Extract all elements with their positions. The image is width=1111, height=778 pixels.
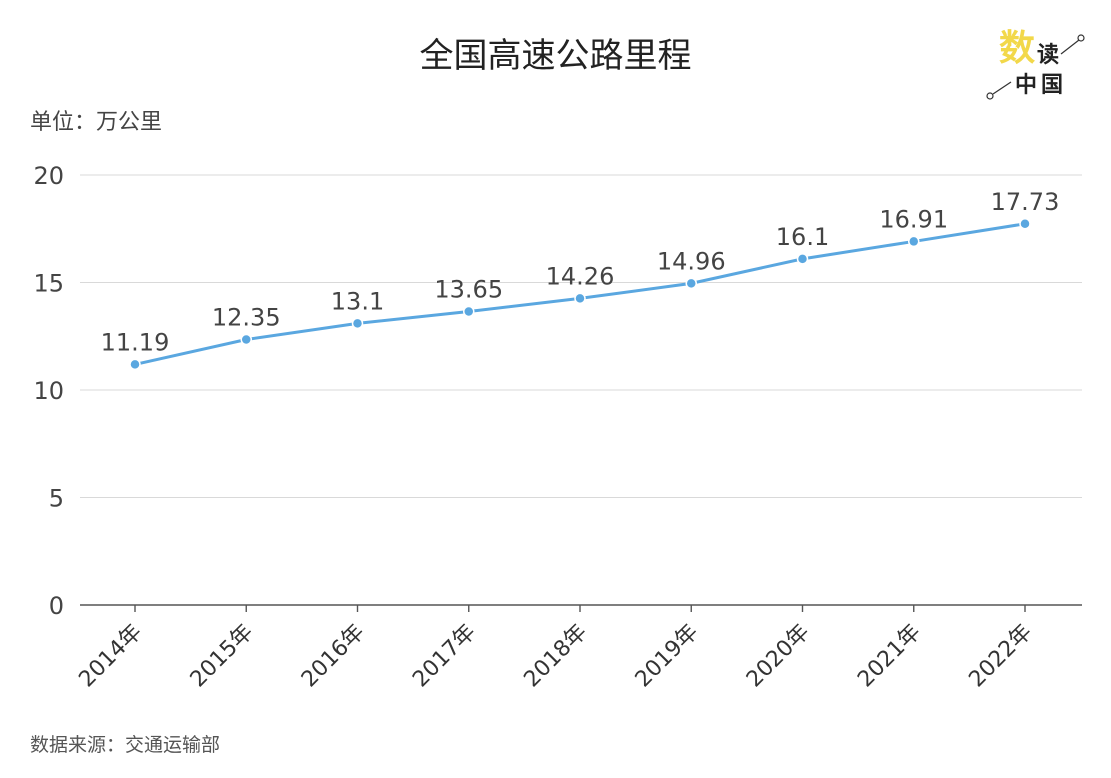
svg-text:中国: 中国 (1015, 72, 1067, 98)
data-point (1019, 218, 1031, 230)
data-point (129, 358, 141, 371)
svg-text:数: 数 (999, 27, 1035, 69)
x-tick-label: 2014年 (74, 620, 147, 693)
x-tick-label: 2017年 (408, 620, 481, 693)
data-point (685, 277, 697, 290)
data-point (240, 333, 252, 346)
data-point (796, 253, 809, 265)
chart-title: 全国高速公路里程 (419, 36, 692, 76)
x-tick-label: 2019年 (631, 620, 704, 693)
source-note: 数据来源：交通运输部 (30, 734, 221, 756)
data-point (351, 317, 364, 330)
data-point (463, 305, 475, 318)
data-label: 12.35 (212, 303, 281, 331)
x-tick-label: 2021年 (853, 620, 926, 693)
data-label: 11.19 (101, 328, 170, 356)
x-tick-label: 2022年 (964, 620, 1037, 693)
data-label: 16.91 (879, 205, 948, 233)
y-tick-label: 5 (49, 485, 64, 513)
unit-label: 单位：万公里 (30, 110, 163, 135)
svg-text:读: 读 (1037, 42, 1059, 68)
x-tick-label: 2020年 (742, 620, 815, 693)
data-point (908, 235, 920, 248)
y-tick-label: 15 (33, 270, 64, 298)
x-tick-label: 2018年 (519, 620, 592, 693)
x-tick-label: 2015年 (186, 620, 259, 693)
y-tick-label: 10 (33, 377, 64, 405)
data-label: 17.73 (991, 188, 1060, 216)
data-label: 14.96 (657, 247, 726, 275)
x-tick-label: 2016年 (297, 620, 370, 693)
y-tick-label: 0 (49, 592, 64, 620)
data-label: 13.1 (331, 287, 384, 315)
data-label: 16.1 (776, 223, 829, 251)
y-tick-label: 20 (33, 162, 64, 190)
data-label: 14.26 (546, 262, 615, 290)
data-point (574, 292, 586, 305)
logo: 数 读 中国 (986, 27, 1085, 100)
data-label: 13.65 (434, 276, 503, 304)
